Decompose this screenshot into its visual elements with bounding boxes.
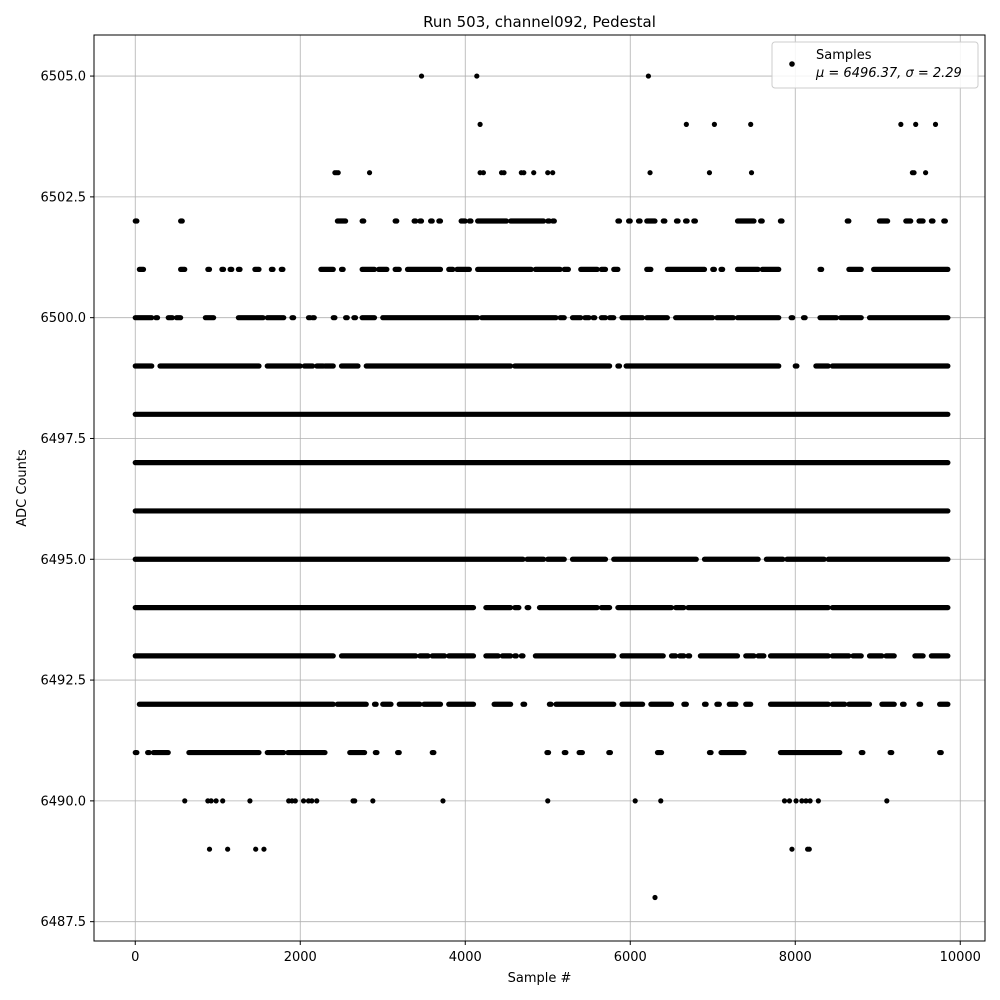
x-tick-label: 8000 (779, 950, 812, 965)
data-point (911, 170, 917, 176)
data-point (793, 798, 799, 804)
data-point (652, 894, 658, 901)
y-tick-label: 6490.0 (41, 794, 87, 809)
plot-frame (93, 34, 986, 942)
data-point (781, 798, 788, 804)
y-tick-label: 6505.0 (41, 70, 87, 85)
data-point (182, 798, 188, 804)
x-tick-label: 0 (131, 950, 139, 965)
data-point (335, 170, 341, 176)
data-point (225, 846, 231, 852)
data-point (370, 798, 376, 804)
y-tick-label: 6487.5 (41, 915, 87, 930)
x-tick-label: 4000 (449, 950, 482, 965)
data-point (748, 170, 755, 176)
data-point (799, 798, 805, 804)
data-point (884, 798, 890, 804)
data-point (815, 798, 821, 804)
data-point (932, 121, 939, 127)
data-point (213, 798, 219, 804)
data-point (645, 73, 652, 79)
data-point (314, 798, 320, 804)
data-point (418, 73, 425, 79)
grid (94, 35, 985, 941)
data-point (206, 846, 213, 852)
y-tick-label: 6502.5 (41, 190, 87, 205)
data-point (632, 798, 638, 804)
y-axis-label: ADC Counts (15, 449, 30, 527)
data-point (647, 170, 653, 176)
data-point (683, 121, 689, 127)
data-point (292, 798, 298, 804)
legend-series-name: Samples (816, 48, 872, 63)
data-point (658, 798, 664, 804)
data-point (706, 170, 713, 176)
data-point (913, 121, 919, 127)
data-point (300, 798, 307, 804)
data-point (786, 798, 793, 804)
data-point (807, 798, 813, 804)
y-tick-label: 6500.0 (41, 311, 87, 326)
x-tick-label: 6000 (614, 950, 647, 965)
x-axis-label: Sample # (508, 971, 572, 986)
data-point (309, 798, 315, 804)
data-point (550, 170, 556, 176)
x-tick-label: 2000 (284, 950, 317, 965)
data-point (208, 798, 214, 804)
data-point (521, 170, 527, 176)
data-point (440, 798, 446, 804)
data-point (545, 170, 551, 176)
data-point (253, 846, 259, 852)
x-tick-label: 10000 (940, 950, 981, 965)
data-points (132, 73, 951, 901)
legend-marker (789, 61, 795, 67)
data-point (898, 121, 904, 127)
data-point (220, 798, 226, 804)
y-tick-label: 6495.0 (41, 553, 87, 568)
y-tick-label: 6492.5 (41, 674, 87, 689)
data-point (748, 121, 754, 127)
data-point (261, 846, 267, 852)
data-point (366, 170, 373, 176)
data-point (923, 170, 929, 176)
data-point (711, 121, 718, 127)
y-tick-label: 6497.5 (41, 432, 87, 447)
legend-stats: μ = 6496.37, σ = 2.29 (815, 66, 962, 81)
x-axis: 0 2000 4000 6000 8000 10000 (131, 941, 981, 965)
data-point (480, 170, 486, 176)
y-axis: 6487.5 6490.0 6492.5 6495.0 6497.5 6500.0 6502… (41, 70, 94, 930)
data-point (803, 798, 809, 804)
data-point (474, 73, 480, 79)
data-point (531, 170, 537, 176)
legend-box (771, 41, 979, 89)
data-point (477, 121, 483, 127)
legend: Samples μ = 6496.37, σ = 2.29 (771, 41, 979, 89)
data-point (806, 846, 812, 852)
data-point (789, 846, 795, 852)
chart-title: Run 503, channel092, Pedestal (423, 13, 656, 31)
data-point (352, 798, 358, 804)
data-point (501, 170, 507, 176)
data-point (247, 798, 253, 804)
data-point (545, 798, 551, 804)
